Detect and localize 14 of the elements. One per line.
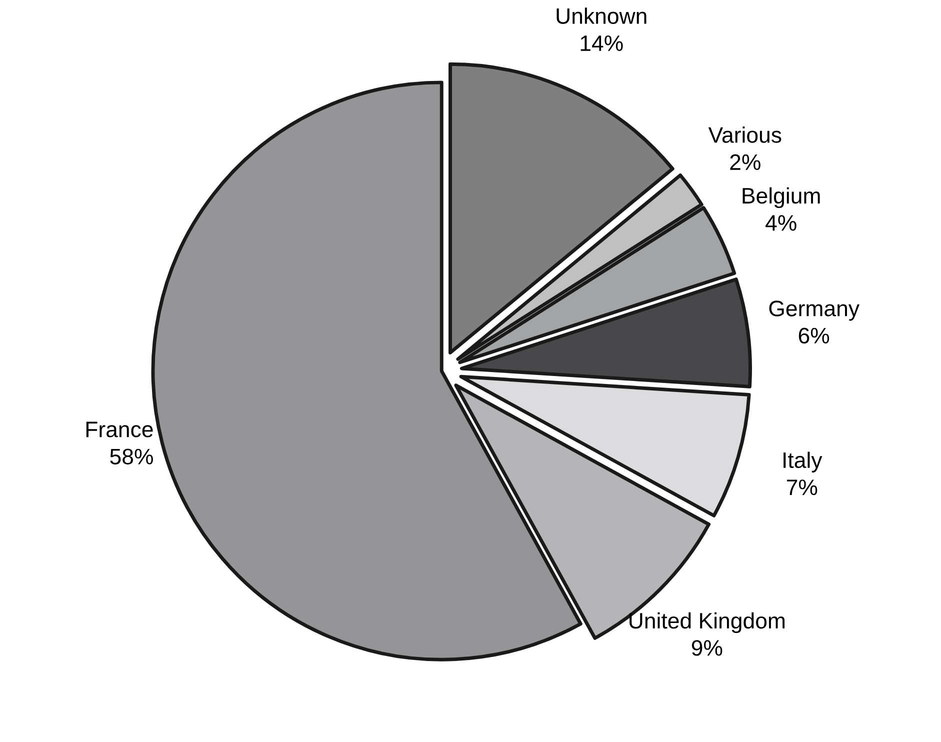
data-label: 7% [786,480,818,496]
slice-label: Germany [769,300,860,321]
slice-label: Belgium [742,187,820,208]
data-label: 4% [766,215,796,231]
slice-label: United Kingdom [630,612,785,634]
data-label: 2% [730,154,760,170]
slice-label: Italy [784,452,822,472]
data-label: 14% [580,35,623,52]
data-label: 9% [692,640,722,656]
slice-label: Unknown [556,8,646,24]
data-label: 6% [798,328,830,344]
slice-label: France [86,422,153,438]
slice-label: Various [708,126,782,143]
data-label: 58% [110,448,153,464]
